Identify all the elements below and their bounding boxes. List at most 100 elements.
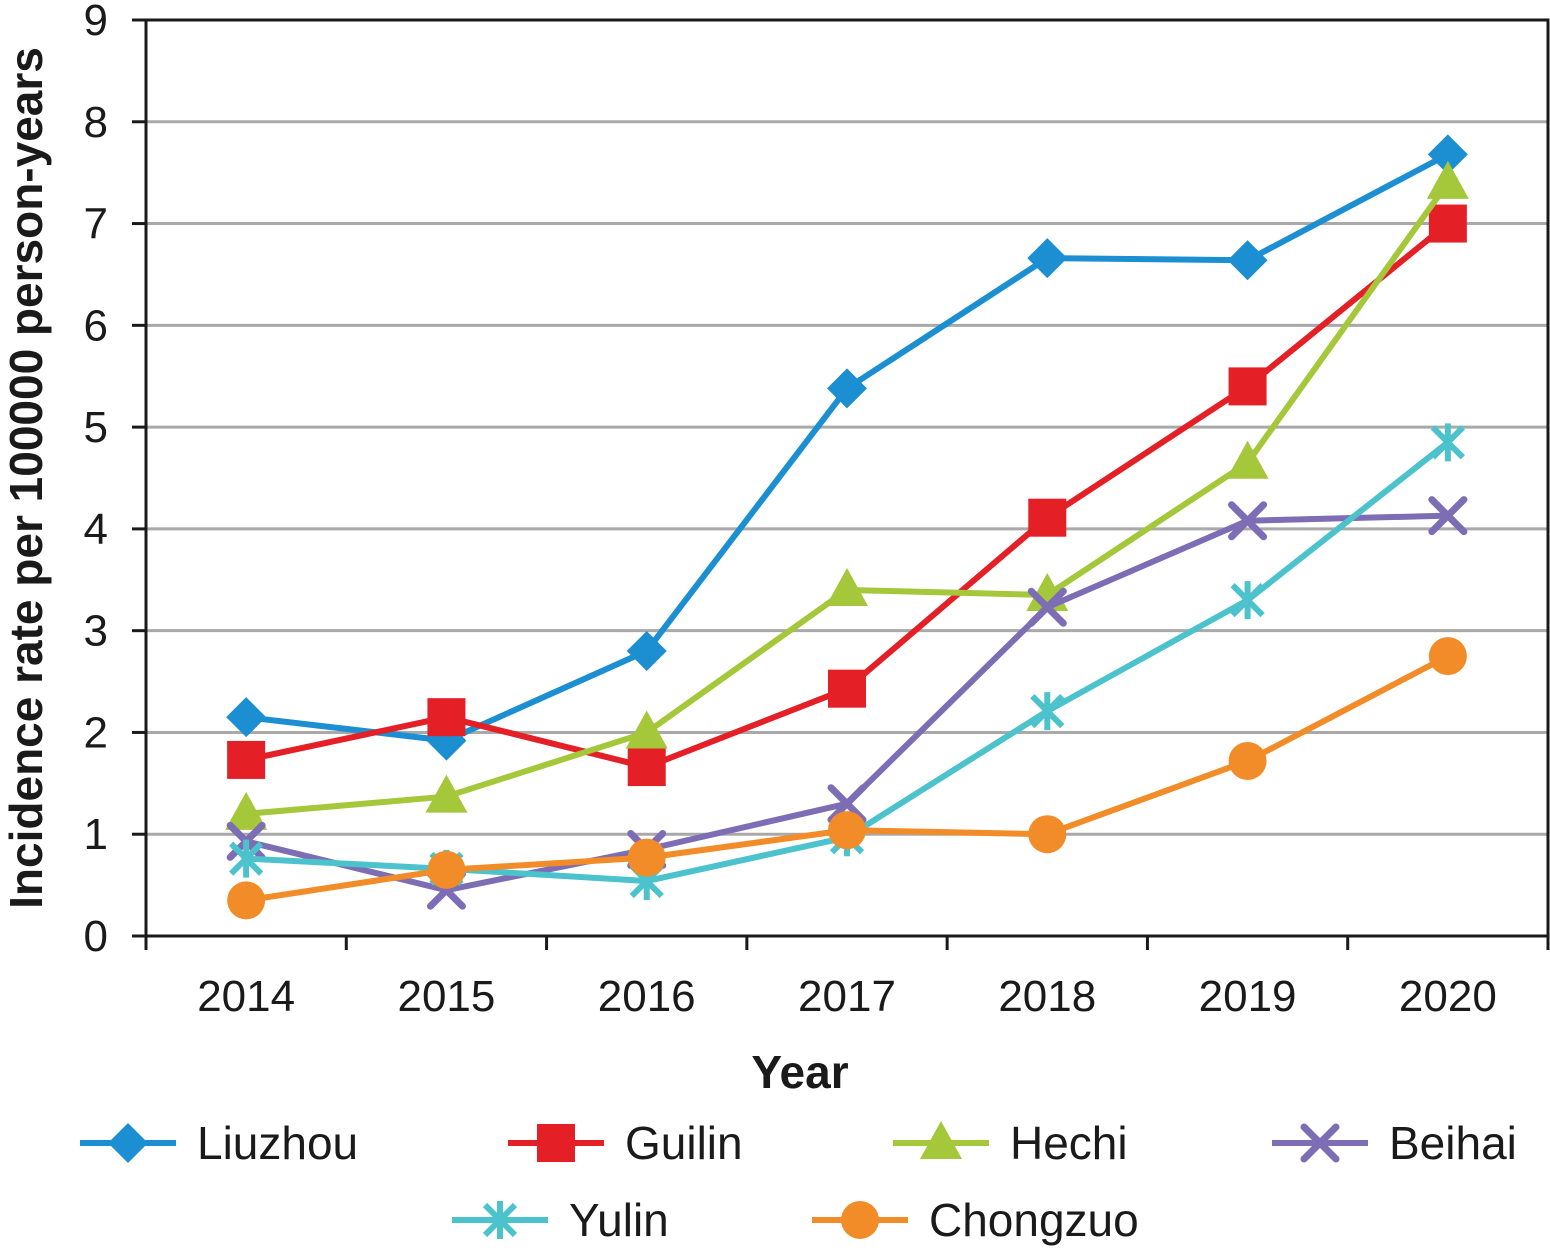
legend-label-hechi: Hechi (1010, 1117, 1128, 1169)
data-point-beihai (1228, 501, 1268, 541)
data-point-hechi (1226, 440, 1269, 479)
x-stroke (1300, 1123, 1340, 1163)
data-point-liuzhou (226, 697, 267, 738)
data-point-beihai (1428, 496, 1468, 536)
circle-shape (227, 881, 266, 920)
square-shape (427, 698, 466, 737)
diamond-shape (1427, 134, 1468, 175)
data-point-hechi (826, 567, 868, 606)
data-point-hechi (225, 791, 268, 830)
data-point-yulin (1230, 581, 1265, 620)
x-stroke (1027, 587, 1067, 627)
y-tick-label: 1 (84, 810, 108, 859)
data-point-beihai (827, 784, 867, 824)
x-stroke (1228, 501, 1268, 541)
data-point-guilin (1228, 367, 1267, 406)
triangle-shape (920, 1121, 962, 1159)
y-tick-label: 8 (84, 98, 108, 147)
legend-item-chongzuo: Chongzuo (812, 1194, 1139, 1246)
legend-item-guilin: Guilin (508, 1117, 743, 1169)
diamond-shape (1027, 238, 1068, 279)
legend-marker-hechi (920, 1121, 962, 1159)
data-point-chongzuo (427, 850, 466, 889)
square-shape (537, 1124, 575, 1162)
plot-frame (144, 18, 1550, 938)
square-shape (1028, 498, 1067, 537)
data-point-guilin (627, 748, 666, 787)
data-point-hechi (425, 774, 468, 813)
data-point-hechi (1426, 160, 1469, 199)
series-liuzhou (226, 134, 1468, 761)
x-tick-label: 2019 (1199, 972, 1297, 1021)
triangle-shape (826, 567, 868, 606)
square-shape (227, 740, 266, 779)
series-guilin (227, 204, 1467, 787)
x-tick-label: 2015 (397, 972, 495, 1021)
diamond-shape (626, 631, 667, 672)
x-tick-label: 2016 (598, 972, 696, 1021)
data-point-guilin (828, 669, 866, 708)
diamond-shape (827, 368, 867, 409)
y-tick-label: 9 (84, 0, 108, 45)
square-shape (1428, 204, 1467, 243)
data-point-chongzuo (227, 881, 266, 920)
x-tick-label: 2014 (197, 972, 295, 1021)
data-point-liuzhou (626, 631, 667, 672)
x-stroke (1428, 496, 1468, 536)
y-tick-label: 7 (84, 200, 108, 249)
triangle-shape (1226, 440, 1269, 479)
legend-label-guilin: Guilin (625, 1117, 743, 1169)
circle-shape (1428, 637, 1467, 676)
circle-shape (1028, 815, 1067, 854)
y-axis-title: Incidence rate per 100000 person-years (0, 47, 52, 909)
legend-label-yulin: Yulin (569, 1194, 669, 1246)
x-tick-label: 2017 (798, 972, 896, 1021)
x-tick-label: 2018 (998, 972, 1096, 1021)
square-shape (1228, 367, 1267, 406)
data-point-chongzuo (1228, 741, 1267, 780)
legend-label-chongzuo: Chongzuo (929, 1194, 1139, 1246)
axes (132, 18, 1550, 950)
data-point-liuzhou (1227, 240, 1268, 281)
legend-item-beihai: Beihai (1272, 1117, 1517, 1169)
circle-shape (841, 1201, 879, 1239)
y-tick-label: 0 (84, 912, 108, 961)
y-tick-label: 5 (84, 403, 108, 452)
data-point-chongzuo (627, 838, 666, 877)
x-stroke (827, 784, 867, 824)
data-point-yulin (1430, 423, 1465, 462)
triangle-shape (225, 791, 268, 830)
circle-shape (1228, 741, 1267, 780)
data-point-chongzuo (1428, 637, 1467, 676)
legend-label-liuzhou: Liuzhou (197, 1117, 358, 1169)
square-shape (627, 748, 666, 787)
data-point-chongzuo (828, 811, 866, 850)
y-tick-label: 2 (84, 708, 108, 757)
data-point-guilin (1428, 204, 1467, 243)
legend-item-liuzhou: Liuzhou (80, 1117, 358, 1169)
series-hechi (225, 160, 1469, 830)
data-point-guilin (227, 740, 266, 779)
x-axis-title: Year (751, 1046, 848, 1098)
diamond-shape (108, 1123, 148, 1163)
series-lines (225, 134, 1469, 920)
legend-label-beihai: Beihai (1389, 1117, 1517, 1169)
triangle-shape (425, 774, 468, 813)
data-point-liuzhou (1027, 238, 1068, 279)
square-shape (828, 669, 866, 708)
legend-marker-guilin (537, 1124, 575, 1162)
triangle-shape (1426, 160, 1469, 199)
data-point-guilin (1028, 498, 1067, 537)
x-tick-labels: 2014 2015 2016 2017 2018 2019 2020 (197, 972, 1497, 1021)
y-tick-label: 6 (84, 301, 108, 350)
y-tick-label: 4 (84, 505, 108, 554)
legend-marker-beihai (1300, 1123, 1340, 1163)
data-point-hechi (625, 710, 668, 749)
series-chongzuo (227, 637, 1467, 920)
data-point-liuzhou (1427, 134, 1468, 175)
legend-marker-chongzuo (841, 1201, 879, 1239)
data-point-guilin (427, 698, 466, 737)
circle-shape (427, 850, 466, 889)
data-point-yulin (1030, 692, 1065, 731)
